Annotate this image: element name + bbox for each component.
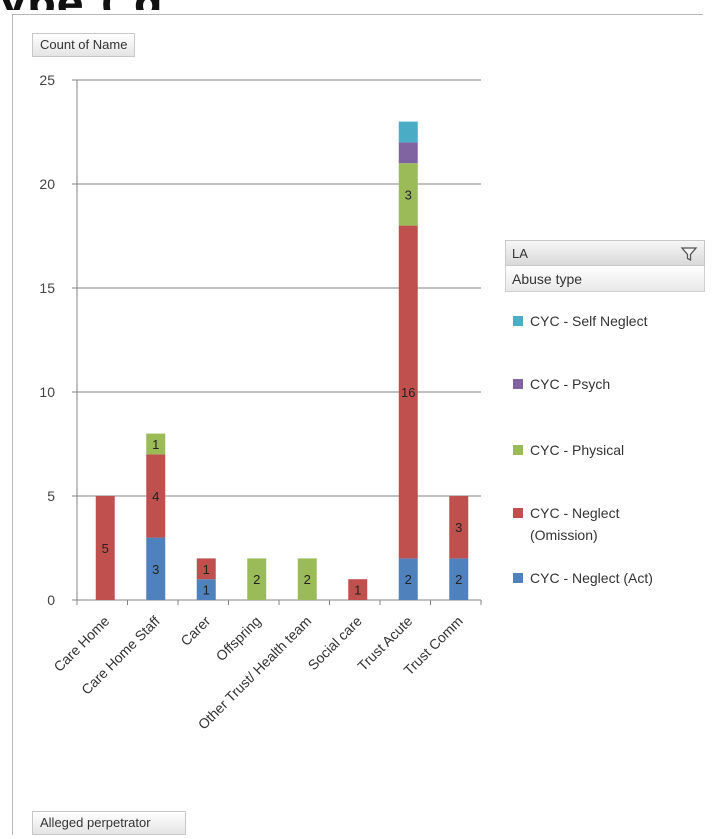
- bar-segment: [398, 121, 418, 143]
- y-tick-label: 25: [39, 72, 55, 88]
- bar-segment: [196, 579, 216, 600]
- data-label: 1: [203, 562, 210, 577]
- data-label: 2: [455, 572, 462, 587]
- data-label: 3: [455, 520, 462, 535]
- data-label: 4: [152, 489, 159, 504]
- bar-segment: [348, 579, 368, 600]
- bar-segment: [398, 225, 418, 559]
- filter-icon[interactable]: [680, 245, 698, 263]
- legend-label: CYC - Neglect (Act): [530, 570, 653, 586]
- bar-segment: [297, 558, 317, 600]
- bar-segment: [146, 454, 166, 538]
- legend-swatch: [513, 573, 523, 583]
- data-label: 2: [405, 572, 412, 587]
- data-label: 1: [354, 583, 361, 598]
- data-label: 2: [253, 572, 260, 587]
- legend-filter-label: LA: [512, 246, 528, 261]
- bar-segment: [398, 163, 418, 226]
- y-tick-label: 10: [39, 384, 55, 400]
- legend-swatch: [513, 379, 523, 389]
- y-tick-label: 0: [47, 592, 55, 608]
- data-label: 1: [152, 437, 159, 452]
- value-field-button[interactable]: Count of Name: [32, 33, 136, 57]
- data-label: 1: [203, 583, 210, 598]
- legend-swatch: [513, 508, 523, 518]
- bar-segment: [146, 537, 166, 600]
- category-label: Offspring: [213, 613, 264, 664]
- bar-segment: [247, 558, 267, 600]
- bar-segment: [196, 558, 216, 580]
- data-label: 3: [405, 187, 412, 202]
- data-label: 16: [401, 385, 415, 400]
- legend-label: CYC - Psych: [530, 376, 611, 392]
- bar-segment: [398, 142, 418, 164]
- bar-segment: [449, 496, 469, 559]
- legend-swatch: [513, 316, 523, 326]
- pivot-chart-area: [12, 14, 703, 835]
- legend-title-field[interactable]: Abuse type: [505, 266, 705, 292]
- bar-segment: [95, 496, 115, 600]
- y-tick-label: 5: [47, 488, 55, 504]
- legend-label: CYC - Physical: [530, 442, 625, 458]
- bar-segment: [449, 558, 469, 600]
- cut-off-heading: ype ( g: [0, 0, 712, 10]
- data-label: 5: [102, 541, 109, 556]
- axis-field-button[interactable]: Alleged perpetrator: [32, 811, 186, 835]
- bar-segment: [146, 433, 166, 455]
- data-label: 2: [304, 572, 311, 587]
- y-tick-label: 15: [39, 280, 55, 296]
- legend-swatch: [513, 445, 523, 455]
- legend-filter-field[interactable]: LA: [505, 240, 705, 266]
- y-tick-label: 20: [39, 176, 55, 192]
- legend-label: CYC - Self Neglect: [530, 313, 648, 329]
- legend-label: CYC - Neglect (Omission): [530, 505, 620, 543]
- legend: LA Abuse type CYC - Self Neglect CYC - Ps…: [505, 240, 705, 586]
- category-label: Carer: [177, 613, 213, 649]
- data-label: 3: [152, 562, 159, 577]
- bar-segment: [398, 558, 418, 600]
